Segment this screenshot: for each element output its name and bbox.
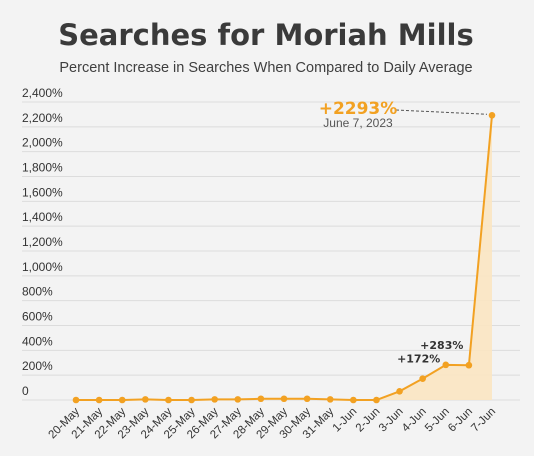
peak-connector-line <box>395 109 488 115</box>
data-point <box>72 396 80 404</box>
y-tick-label: 400% <box>22 334 53 348</box>
y-tick-label: 2,000% <box>22 136 63 150</box>
y-tick-label: 1,800% <box>22 161 63 175</box>
data-point <box>350 396 357 404</box>
y-tick-label: 200% <box>22 359 53 373</box>
x-tick-label: 6-Jun <box>446 406 475 435</box>
data-points <box>72 111 496 404</box>
data-point <box>118 396 126 404</box>
y-tick-label: 0 <box>22 384 29 398</box>
y-tick-label: 2,400% <box>22 86 63 100</box>
data-point <box>280 395 288 403</box>
x-axis-ticks: 20-May21-May22-May23-May24-May25-May26-M… <box>47 405 499 441</box>
y-axis-ticks: 0 200% 400% 600% 800% 1,000% 1,200% 1,400% 1,600… <box>22 86 63 398</box>
y-tick-label: 1,400% <box>22 210 63 224</box>
x-tick-label: 4-Jun <box>400 406 429 435</box>
y-tick-label: 1,000% <box>22 260 63 274</box>
x-tick-label: 7-Jun <box>469 406 498 435</box>
data-point <box>465 361 473 369</box>
data-point <box>165 396 172 404</box>
y-tick-label: 2,200% <box>22 111 63 125</box>
x-tick-label: 5-Jun <box>423 406 452 435</box>
annotations: +2293% June 7, 2023 +172%+283% <box>319 99 488 366</box>
peak-date: June 7, 2023 <box>323 116 393 130</box>
y-tick-label: 1,200% <box>22 235 63 249</box>
chart-subtitle: Percent Increase in Searches When Compar… <box>59 60 472 76</box>
y-tick-label: 600% <box>22 310 53 324</box>
data-point <box>326 396 334 403</box>
grid-lines <box>22 101 520 401</box>
data-point <box>419 375 426 382</box>
x-tick-label: 2-Jun <box>354 406 383 435</box>
point-annotation-label: +172% <box>397 353 440 366</box>
y-tick-label: 1,600% <box>22 185 63 199</box>
data-point <box>234 396 242 403</box>
y-tick-label: 800% <box>22 285 53 299</box>
data-point <box>95 396 103 404</box>
point-annotation-label: +283% <box>420 339 463 352</box>
data-point <box>211 396 218 403</box>
data-point <box>396 388 403 395</box>
x-tick-label: 1-Jun <box>331 406 360 435</box>
data-point <box>373 396 380 404</box>
data-point <box>488 111 496 119</box>
series-area-fill <box>76 115 492 401</box>
chart-title: Searches for Moriah Mills <box>58 18 474 52</box>
data-point <box>303 395 311 403</box>
data-point <box>142 396 149 403</box>
data-point <box>442 361 450 369</box>
data-point <box>188 396 195 404</box>
data-point <box>257 395 265 403</box>
peak-label: +2293% <box>319 99 398 119</box>
x-tick-label: 3-Jun <box>377 406 406 435</box>
